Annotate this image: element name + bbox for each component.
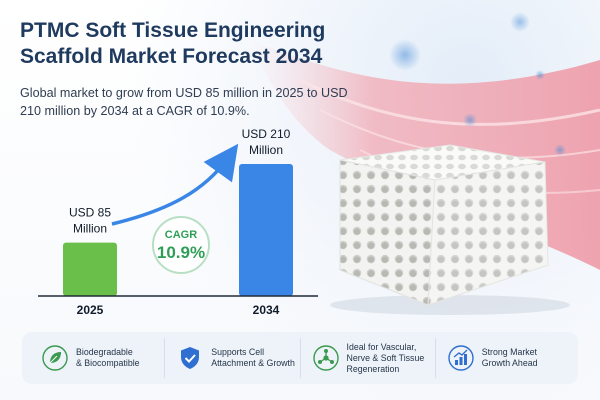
feature-text: Supports Cell Attachment & Growth <box>211 347 295 369</box>
feature-item: Biodegradable & Biocompatible <box>30 338 164 378</box>
leaf-icon <box>42 345 68 371</box>
growth-arrow <box>111 143 239 226</box>
feature-text: Strong Market Growth Ahead <box>482 347 538 369</box>
page-subtitle: Global market to grow from USD 85 millio… <box>20 86 348 118</box>
feature-item: Ideal for Vascular, Nerve & Soft Tissue Re… <box>299 338 435 378</box>
feature-text-line: Nerve & Soft Tissue <box>346 352 425 363</box>
feature-text-line: Growth Ahead <box>481 358 538 368</box>
bar-chart: USD 85 Million 2025 USD 210 Million 2034 CAGR… <box>38 127 318 317</box>
feature-text: Ideal for Vascular, Nerve & Soft Tissue Re… <box>347 342 425 375</box>
feature-text-line: & Biocompatible <box>76 358 140 368</box>
feature-text-line: Attachment & Growth <box>211 358 295 368</box>
bar-2025 <box>63 242 117 296</box>
feature-text-line: Regeneration <box>346 363 400 374</box>
data-label-2034: USD 210 <box>242 127 291 141</box>
bar-chart-growth-icon <box>448 345 474 371</box>
x-tick-label: 2034 <box>253 303 280 317</box>
bar-2034 <box>239 164 293 296</box>
feature-strip: Biodegradable & Biocompatible Supports Cel… <box>22 332 578 384</box>
cagr-value: 10.9% <box>157 243 205 262</box>
feature-text-line: Biodegradable <box>76 347 133 357</box>
feature-text-line: Ideal for Vascular, <box>346 341 417 352</box>
feature-text: Biodegradable & Biocompatible <box>76 347 140 369</box>
data-label-2025: USD 85 <box>69 206 111 220</box>
cagr-label: CAGR <box>165 229 197 241</box>
x-tick-label: 2025 <box>77 303 104 317</box>
cagr-badge: CAGR 10.9% <box>152 216 210 274</box>
feature-item: Supports Cell Attachment & Growth <box>164 338 299 378</box>
data-label-2034: Million <box>249 143 283 157</box>
shield-check-icon <box>181 347 200 369</box>
data-label-2025: Million <box>73 222 107 236</box>
molecule-icon <box>312 345 339 371</box>
page-title: PTMC Soft Tissue Engineering Scaffold Ma… <box>20 19 326 68</box>
feature-text-line: Supports Cell <box>211 347 265 357</box>
feature-item: Strong Market Growth Ahead <box>434 338 570 378</box>
feature-text-line: Strong Market <box>481 347 537 357</box>
